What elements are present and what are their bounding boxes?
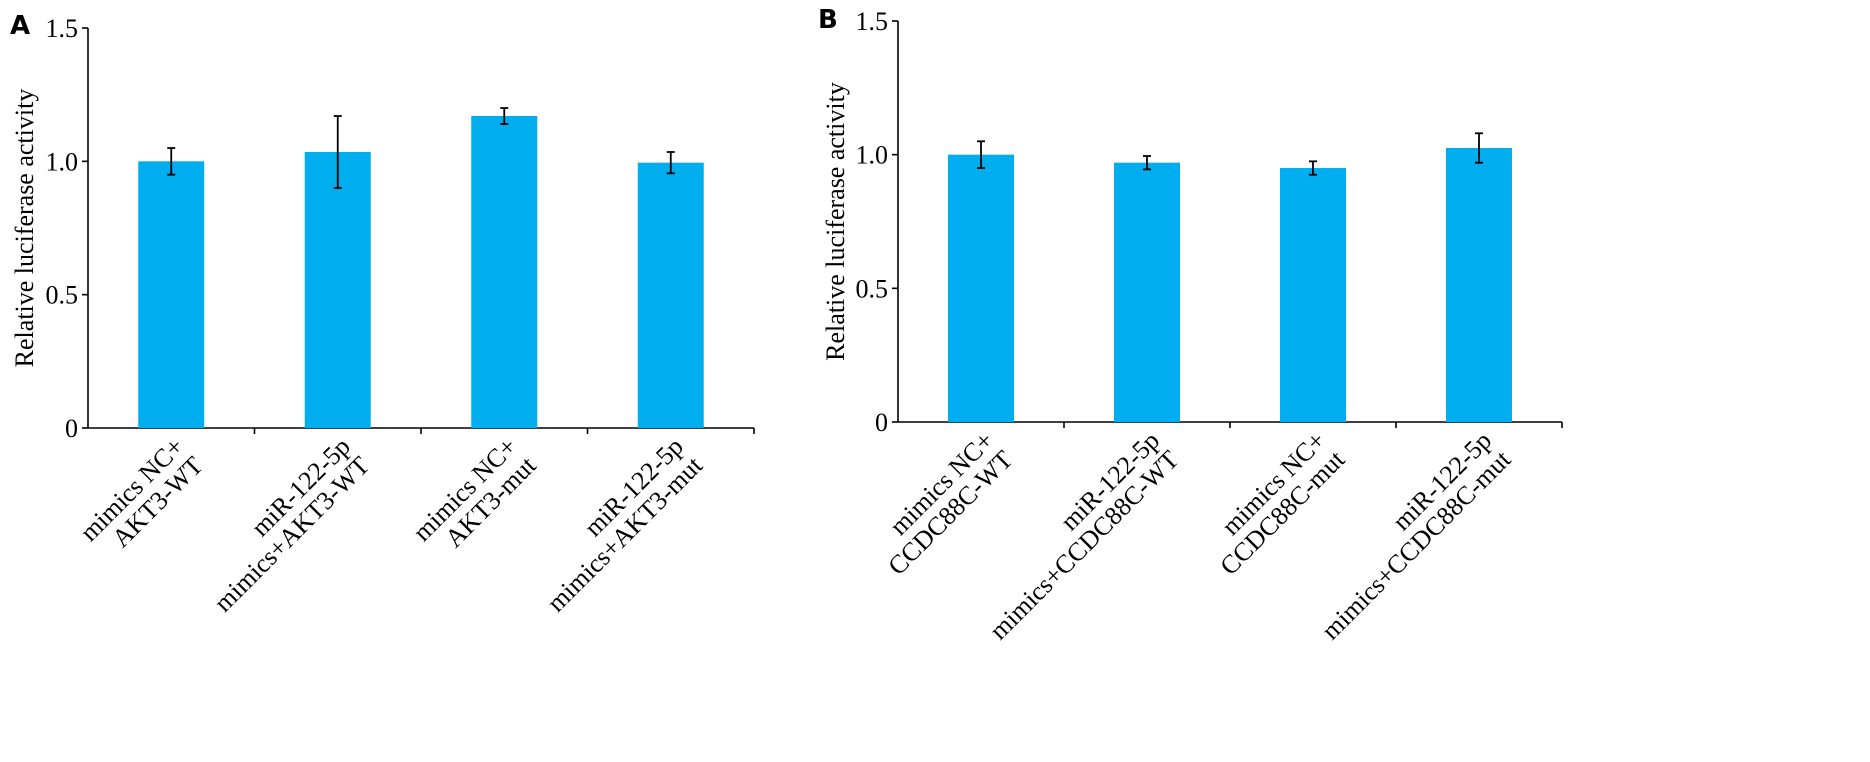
panel-a-bar [304, 152, 371, 428]
panel-a-y-tick-label: 1.0 [46, 147, 79, 176]
panel-b-bar [1114, 162, 1180, 423]
panel-b-chart: B 0 0.5 1.0 1.5 Relative luciferase activity m… [818, 5, 1563, 646]
panel-b-category-label-line: mimics+CCDC88C-WT [984, 445, 1185, 646]
panel-a-y-tick-label: 1.5 [46, 14, 79, 43]
panel-a-y-axis-title: Relative luciferase activity [10, 89, 39, 368]
panel-a-y-tick-label: 0 [65, 414, 78, 443]
panel-a-category-label: mimics NC+AKT3-WT [74, 432, 208, 566]
panel-a-category-label: mimics NC+AKT3-mut [407, 431, 542, 566]
panel-b-y-tick-label: 0 [875, 408, 888, 437]
panel-a-category-label: miR-122-5pmimics+AKT3-mut [522, 431, 708, 617]
panel-b-y-axis-title: Relative luciferase activity [821, 82, 850, 361]
panel-a-category-label: miR-122-5pmimics+AKT3-WT [189, 432, 375, 618]
panel-b-y-tick-label: 1.0 [856, 141, 889, 170]
panel-b-letter: B [818, 5, 838, 35]
panel-a-letter: A [10, 11, 30, 41]
panel-b-bar [1280, 168, 1346, 422]
panel-a-chart: A 0 0.5 1.0 1.5 Relative luciferase activity m… [10, 11, 755, 618]
panel-b-y-tick-label: 0.5 [856, 274, 889, 303]
panel-b-bar [1446, 147, 1512, 422]
panel-a-bar [471, 116, 538, 428]
panel-a-y-tick-label: 0.5 [46, 281, 79, 310]
panel-b-y-tick-label: 1.5 [856, 7, 889, 36]
panel-b-category-label: mimics NC+CCDC88C-mut [1195, 425, 1351, 581]
panel-b-category-label-line: mimics+CCDC88C-mut [1316, 444, 1517, 645]
panel-a-bar [138, 161, 205, 429]
panel-b-category-label: mimics NC+CCDC88C-WT [863, 426, 1018, 581]
panel-a-bar [637, 162, 704, 428]
panel-b-bar [948, 154, 1014, 422]
